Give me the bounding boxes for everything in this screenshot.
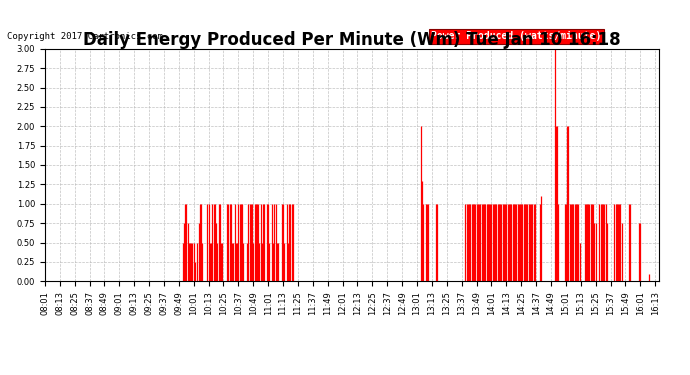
- Text: Power Produced (watts/minute): Power Produced (watts/minute): [431, 32, 602, 41]
- Text: Copyright 2017 Cartronics.com: Copyright 2017 Cartronics.com: [7, 32, 163, 41]
- Title: Daily Energy Produced Per Minute (Wm) Tue Jan 10 16:18: Daily Energy Produced Per Minute (Wm) Tu…: [83, 31, 621, 49]
